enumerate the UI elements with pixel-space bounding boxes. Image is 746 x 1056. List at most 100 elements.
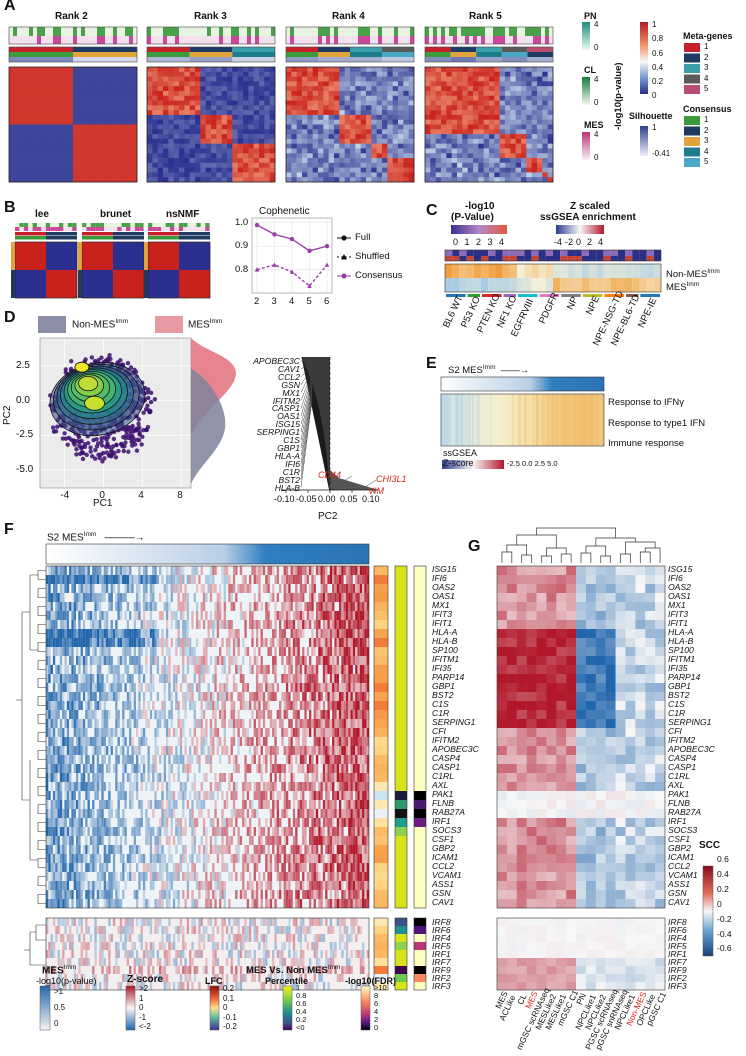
e-heat-column <box>469 394 471 446</box>
heat-cell <box>430 67 436 73</box>
e-heat-column <box>592 394 594 446</box>
f-cell <box>78 683 81 692</box>
heat-cell <box>51 134 58 140</box>
annotation-cell <box>449 27 453 36</box>
f-cell <box>62 593 65 602</box>
f-cell <box>78 692 81 701</box>
heat-cell <box>9 76 15 82</box>
heat-cell <box>115 86 122 92</box>
heat-cell <box>483 148 490 154</box>
annotation-cell <box>41 27 45 36</box>
f-cell <box>332 665 335 674</box>
heat-cell <box>57 143 63 149</box>
heat-cell <box>467 143 474 149</box>
f-cell <box>309 683 312 692</box>
f-cell <box>315 656 319 665</box>
f-cell <box>103 566 106 575</box>
z-cell <box>581 278 589 292</box>
heat-cell <box>478 76 484 82</box>
f-cell <box>57 692 60 701</box>
f-cell <box>304 575 307 584</box>
annotation-cell <box>109 36 113 44</box>
heat-cell <box>403 90 409 97</box>
z-cell <box>560 278 568 292</box>
heat-cell <box>483 95 490 101</box>
heat-cell <box>227 114 233 121</box>
f-cell <box>145 620 148 629</box>
heat-cell <box>179 95 185 101</box>
heat-cell <box>355 86 361 92</box>
heat-cell <box>339 90 345 97</box>
f-cell <box>66 665 70 674</box>
annotation-cell <box>65 36 69 44</box>
annotation-cell <box>445 27 449 36</box>
heat-cell <box>248 138 254 144</box>
heat-cell <box>264 129 270 135</box>
f-cell <box>184 593 187 602</box>
e-heat-column <box>556 394 559 446</box>
f-cell <box>186 602 190 611</box>
f-cell <box>355 638 358 647</box>
heat-cell <box>121 124 127 130</box>
f-cell <box>172 611 176 620</box>
method-heatmaps <box>11 223 211 299</box>
heat-cell <box>489 177 495 183</box>
heat-cell <box>435 143 442 149</box>
heat-cell <box>376 158 383 164</box>
f-cell <box>80 566 83 575</box>
heat-cell <box>232 172 238 178</box>
heat-cell <box>179 124 185 130</box>
f-cell <box>285 683 289 692</box>
heat-cell <box>451 95 458 101</box>
heat-cell <box>398 100 404 106</box>
heat-cell <box>189 148 196 154</box>
heat-cell <box>131 124 138 130</box>
heat-cell <box>35 148 42 154</box>
f-cell <box>311 647 314 656</box>
heat-cell <box>515 71 522 77</box>
heat-cell <box>221 172 228 178</box>
heat-cell <box>296 162 303 168</box>
heat-cell <box>505 134 511 140</box>
heat-cell <box>163 114 169 121</box>
non-mes-swatch <box>38 316 66 333</box>
heat-cell <box>51 95 58 101</box>
heat-cell <box>189 76 196 82</box>
heat-cell <box>382 76 388 82</box>
heat-cell <box>446 95 452 101</box>
heat-cell <box>483 81 490 87</box>
f-cell <box>62 647 65 656</box>
f-cell <box>69 566 72 575</box>
f-cell <box>276 593 280 602</box>
e-heat-column <box>602 394 604 446</box>
f-cell <box>209 593 213 602</box>
density-peak <box>74 361 90 373</box>
f-cell <box>306 647 310 656</box>
f-cell <box>152 620 155 629</box>
pval-cell <box>632 250 640 256</box>
heat-cell <box>152 105 158 111</box>
heat-cell <box>371 162 377 168</box>
heat-cell <box>531 71 538 77</box>
f-cell <box>309 665 312 674</box>
f-cell <box>265 602 268 611</box>
f-cell <box>115 665 118 674</box>
scatter-point <box>100 459 105 464</box>
heat-cell <box>286 148 292 154</box>
heat-cell <box>350 90 356 97</box>
heat-cell <box>25 167 31 173</box>
annotation-cell <box>338 36 342 44</box>
annotation-cell <box>49 27 53 36</box>
f-cell <box>359 629 363 638</box>
f-cell <box>341 566 344 575</box>
annotation-cell <box>406 27 410 36</box>
annotation-cell <box>85 27 89 36</box>
heat-cell <box>515 148 522 154</box>
heat-cell <box>430 110 436 116</box>
heat-cell <box>168 105 174 111</box>
f-cell <box>75 593 79 602</box>
heat-cell <box>286 158 292 164</box>
heat-cell <box>360 162 367 168</box>
annotation-cell <box>95 227 100 231</box>
heat-cell <box>83 158 90 164</box>
